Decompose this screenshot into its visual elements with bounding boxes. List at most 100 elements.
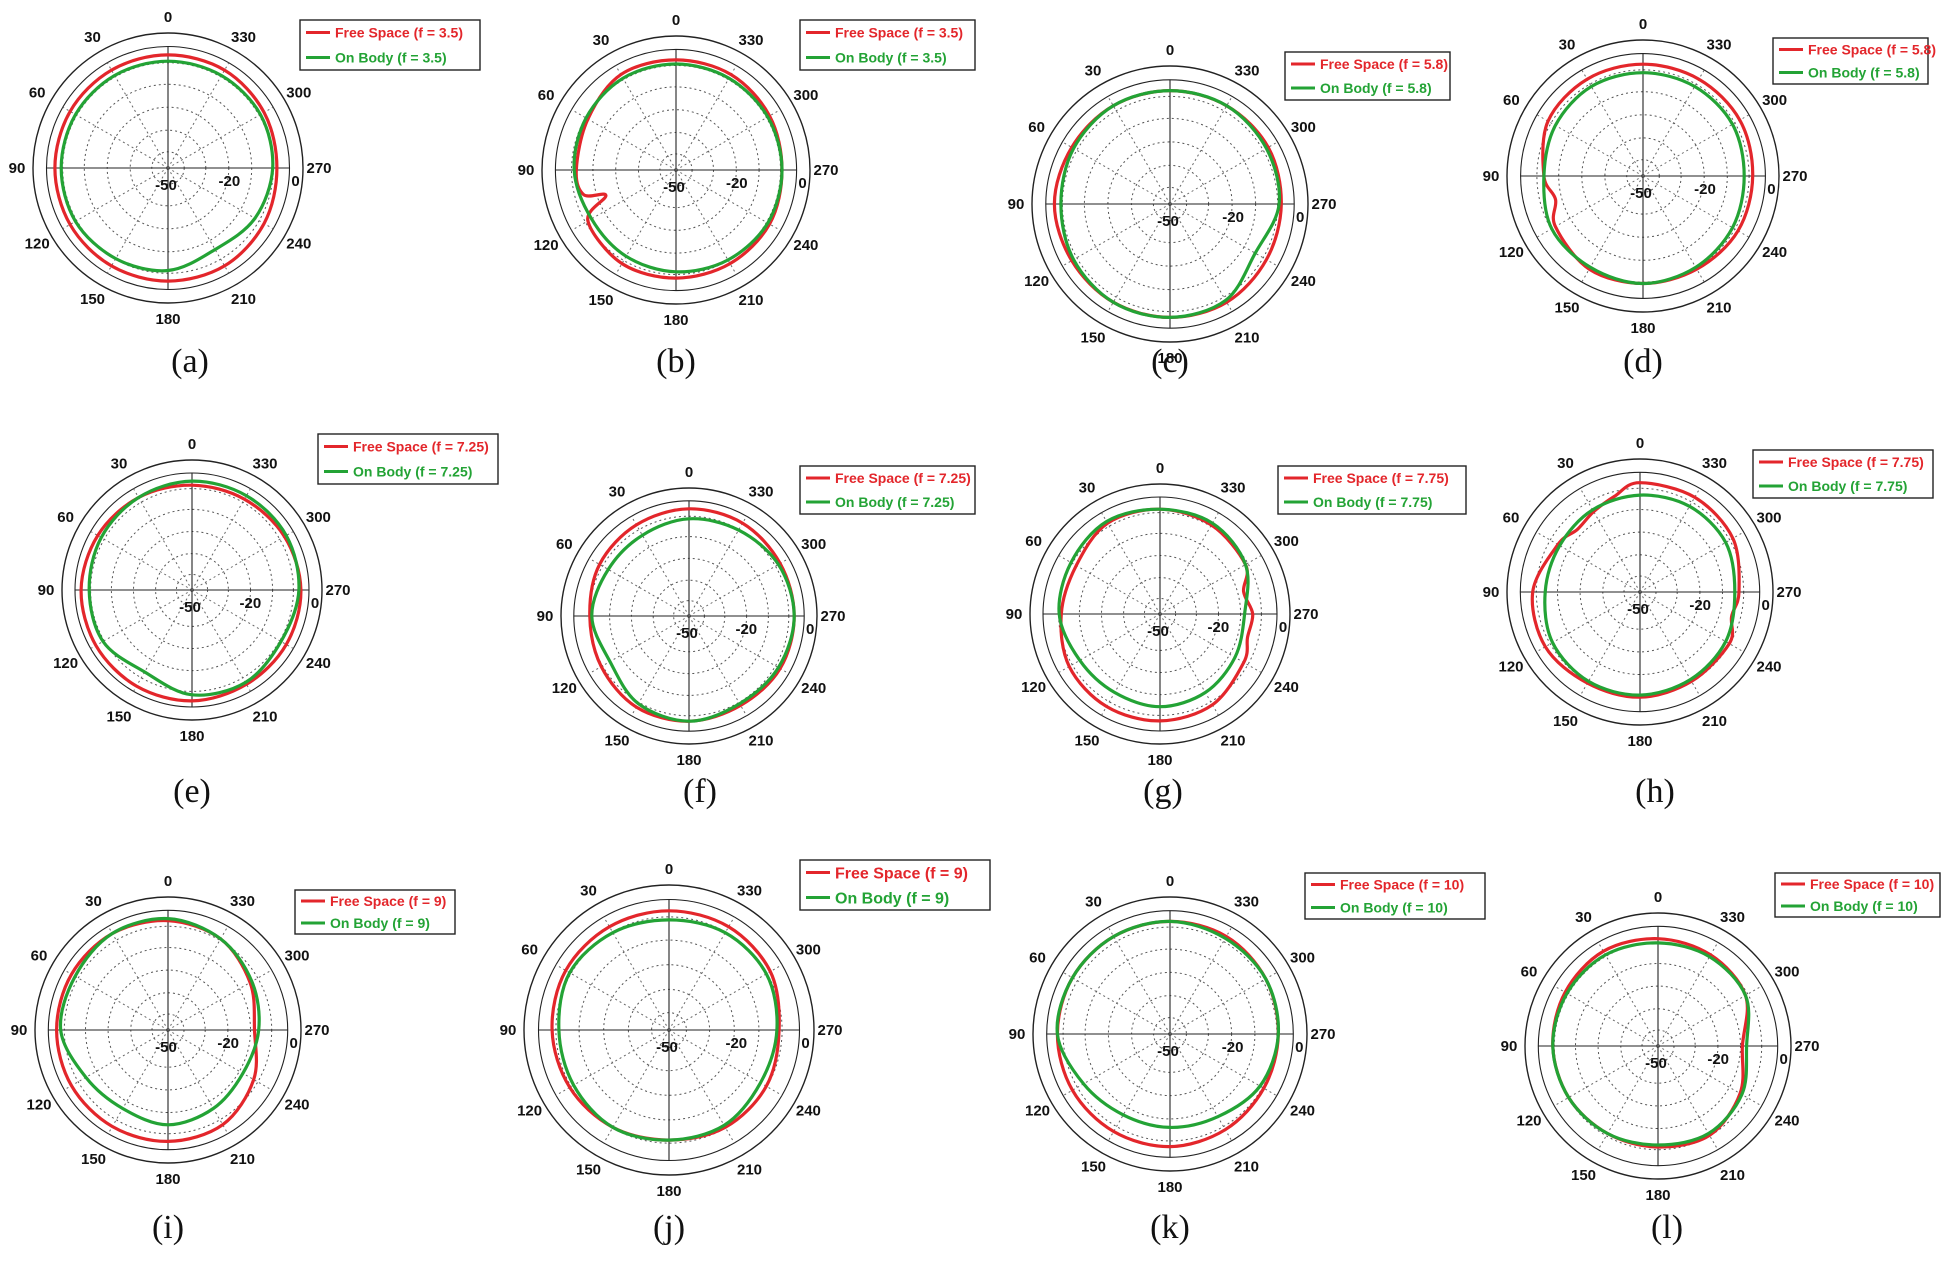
angle-spoke [1642, 175, 1705, 283]
angle-tick-label: 30 [1085, 63, 1102, 80]
legend-entry: Free Space (f = 3.5) [335, 25, 463, 41]
angle-tick-label: 0 [164, 873, 172, 890]
angle-spoke [675, 109, 781, 171]
angle-tick-label: 300 [1274, 533, 1299, 550]
series-on-body-curve [87, 479, 301, 697]
angle-tick-label: 240 [1290, 1103, 1315, 1120]
angle-tick-label: 330 [1234, 63, 1259, 80]
angle-tick-label: 60 [31, 948, 48, 965]
angle-spoke [62, 106, 169, 169]
legend: Free Space (f = 7.75) On Body (f = 7.75) [1752, 449, 1934, 499]
angle-tick-label: 300 [1290, 950, 1315, 967]
polar-plot-4: 0 30 60 90 120 150 180 210 240 270 300 330 -50 -20 0 Fr… [1483, 16, 1936, 380]
angle-spoke [90, 531, 193, 591]
radial-tick-label: -50 [1147, 623, 1169, 640]
legend-box [317, 433, 499, 485]
panel-caption: (k) [1150, 1209, 1190, 1246]
angle-spoke [668, 1029, 783, 1096]
angle-tick-label: 30 [593, 32, 610, 49]
legend-box [1284, 51, 1451, 101]
angle-tick-label: 270 [1311, 196, 1336, 213]
angle-tick-label: 300 [1762, 92, 1787, 109]
legend-entry: On Body (f = 10) [1810, 898, 1918, 914]
angle-tick-label: 90 [1483, 584, 1500, 601]
angle-tick-label: 0 [1639, 16, 1647, 33]
radial-tick-label: 0 [1767, 181, 1775, 198]
angle-spoke [588, 557, 690, 617]
angle-tick-label: 150 [1554, 300, 1579, 317]
angle-tick-label: 120 [1021, 679, 1046, 696]
angle-spoke [675, 169, 781, 231]
angle-tick-label: 180 [155, 1171, 180, 1188]
angle-tick-label: 300 [286, 85, 311, 102]
angle-tick-label: 180 [656, 1183, 681, 1200]
angle-tick-label: 90 [1006, 606, 1023, 623]
angle-tick-label: 180 [663, 312, 688, 329]
angle-tick-label: 210 [748, 733, 773, 750]
legend: Free Space (f = 5.8) On Body (f = 5.8) [1772, 37, 1936, 85]
angle-spoke [133, 488, 193, 591]
series-free-space-curve [79, 483, 303, 703]
angle-spoke [1107, 96, 1171, 205]
polar-plot-11: 0 30 60 90 120 150 180 210 240 270 300 330 -50 -20 0 Fr… [1009, 872, 1486, 1246]
angle-tick-label: 240 [1774, 1113, 1799, 1130]
angle-spoke [167, 167, 230, 274]
radial-tick-label: -20 [1222, 209, 1244, 226]
plot-boundary [1506, 39, 1780, 313]
angle-tick-label: 120 [517, 1103, 542, 1120]
polar-plot-3: 0 30 60 90 120 150 180 210 240 270 300 330 -50 -20 0 Fr… [1008, 42, 1451, 380]
radial-tick-label: -20 [1694, 181, 1716, 198]
angle-tick-label: 150 [80, 291, 105, 308]
angle-tick-label: 120 [552, 680, 577, 697]
angle-tick-label: 240 [1274, 679, 1299, 696]
angle-tick-label: 120 [25, 236, 50, 253]
legend-entry: On Body (f = 5.8) [1808, 65, 1920, 81]
angle-spoke [675, 169, 737, 275]
angle-tick-label: 330 [748, 483, 773, 500]
angle-tick-label: 330 [738, 32, 763, 49]
angle-tick-label: 60 [1029, 950, 1046, 967]
legend-entry: Free Space (f = 7.75) [1788, 454, 1924, 470]
legend-box [1752, 449, 1934, 499]
angle-tick-label: 180 [1157, 350, 1182, 367]
angle-tick-label: 90 [500, 1022, 517, 1039]
angle-tick-label: 180 [179, 728, 204, 745]
legend: Free Space (f = 7.25) On Body (f = 7.25) [317, 433, 499, 485]
angle-spoke [1169, 1033, 1278, 1097]
angle-tick-label: 30 [1557, 455, 1574, 472]
angle-tick-label: 240 [796, 1103, 821, 1120]
angle-tick-label: 210 [252, 708, 277, 725]
radial-tick-label: -50 [656, 1039, 678, 1056]
angle-tick-label: 150 [1074, 732, 1099, 749]
panel-caption: (f) [683, 773, 717, 810]
angle-tick-label: 300 [793, 87, 818, 104]
angle-spoke [1169, 203, 1233, 312]
legend: Free Space (f = 10) On Body (f = 10) [1304, 872, 1486, 920]
legend: Free Space (f = 9) On Body (f = 9) [799, 859, 991, 911]
angle-tick-label: 30 [1085, 894, 1102, 911]
radial-tick-label: -50 [663, 179, 685, 196]
legend-entry: Free Space (f = 7.25) [353, 439, 489, 455]
angle-tick-label: 30 [1559, 36, 1576, 53]
legend-entry: On Body (f = 7.75) [1313, 494, 1432, 510]
angle-tick-label: 0 [685, 464, 693, 481]
angle-spoke [1639, 488, 1701, 593]
radial-tick-label: 0 [801, 1035, 809, 1052]
plot-boundary [523, 884, 815, 1176]
angle-spoke [688, 615, 748, 717]
angle-spoke [588, 615, 690, 675]
plot-boundary [1506, 458, 1774, 726]
angle-tick-label: 210 [231, 291, 256, 308]
angle-tick-label: 300 [796, 942, 821, 959]
angle-tick-label: 210 [737, 1161, 762, 1178]
angle-tick-label: 330 [737, 883, 762, 900]
angle-tick-label: 240 [1291, 273, 1316, 290]
angle-tick-label: 210 [1706, 300, 1731, 317]
angle-tick-label: 30 [1575, 909, 1592, 926]
angle-spoke [1536, 114, 1644, 177]
angle-tick-label: 90 [1501, 1038, 1518, 1055]
angle-tick-label: 270 [1293, 606, 1318, 623]
legend-entry: Free Space (f = 10) [1810, 876, 1934, 892]
angle-spoke [688, 557, 790, 617]
